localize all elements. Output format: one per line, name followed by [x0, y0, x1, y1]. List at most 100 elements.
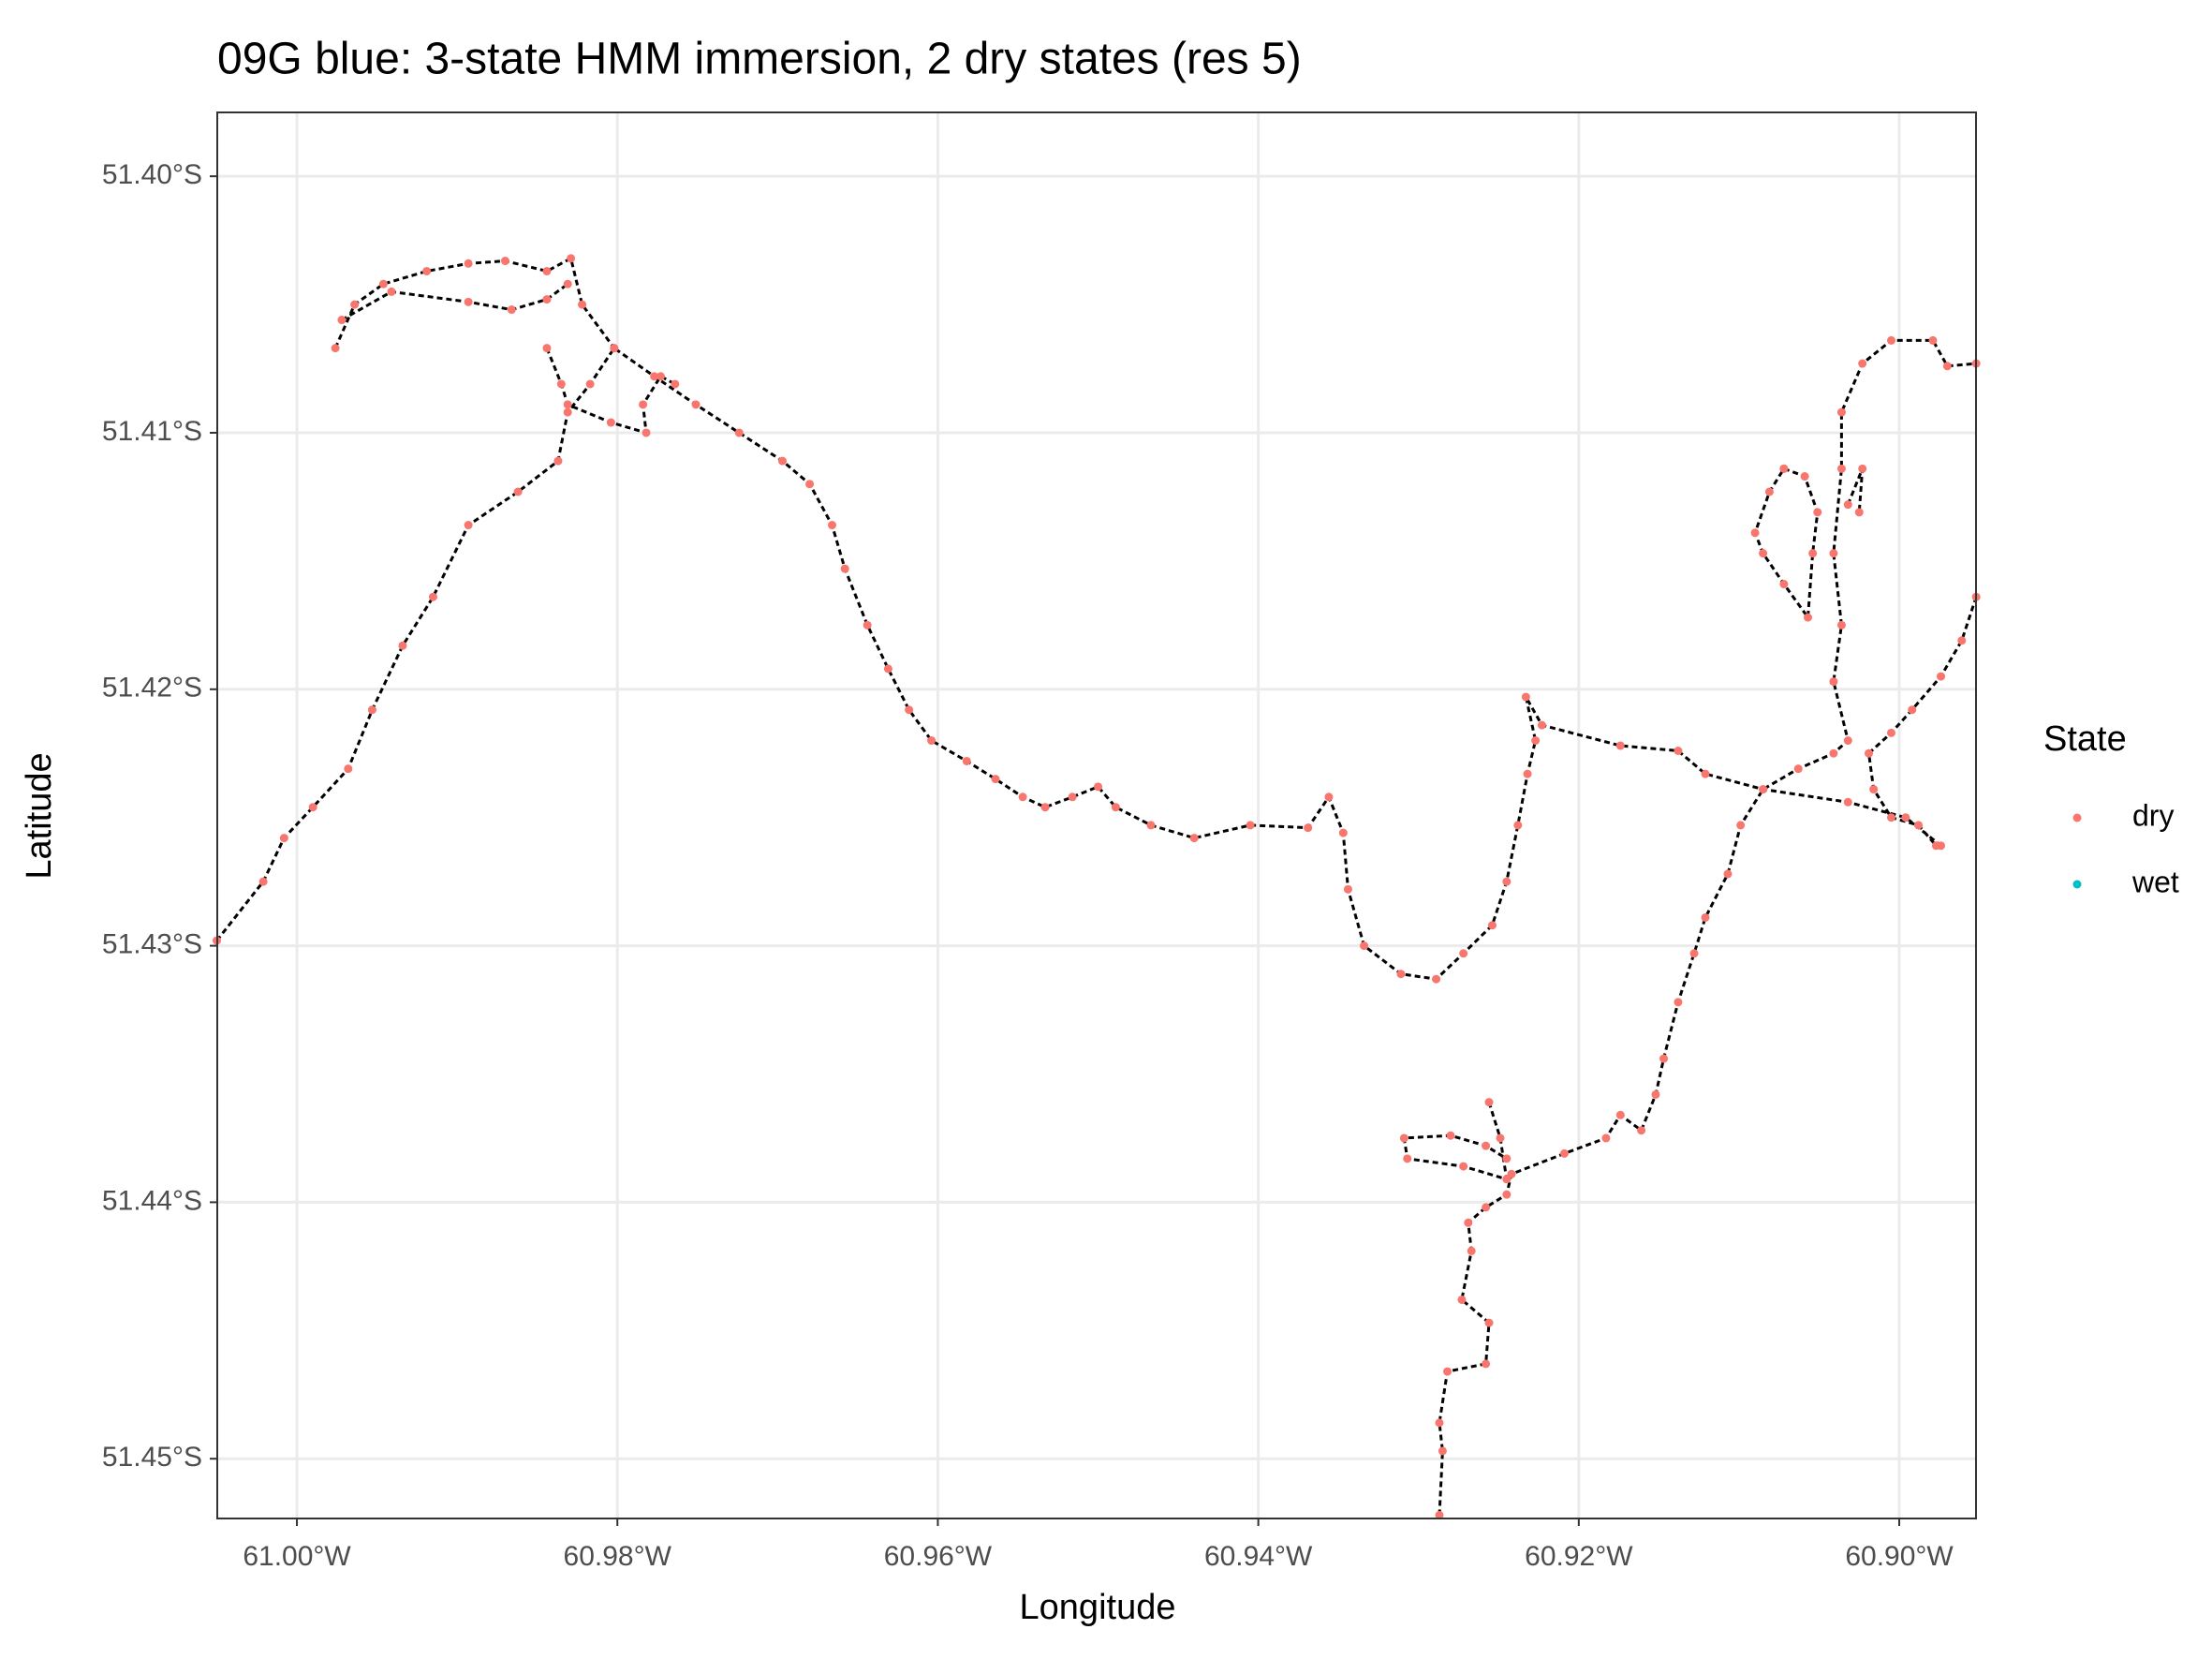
point — [650, 372, 659, 381]
legend-label: dry — [2132, 798, 2174, 832]
point — [1403, 1154, 1412, 1163]
point — [1360, 941, 1369, 951]
point — [927, 736, 936, 746]
point — [1689, 949, 1699, 958]
point — [1836, 407, 1846, 417]
point — [1843, 500, 1852, 510]
point — [464, 521, 473, 530]
point — [337, 316, 347, 325]
point — [1040, 803, 1050, 812]
point — [422, 266, 432, 275]
point — [1804, 613, 1813, 622]
point — [1886, 728, 1895, 737]
point — [1615, 741, 1625, 750]
point — [1343, 884, 1352, 894]
point — [1858, 464, 1867, 473]
point — [398, 641, 407, 650]
point — [464, 297, 473, 306]
point — [1432, 974, 1441, 984]
point — [1304, 823, 1313, 833]
point — [1435, 1418, 1444, 1428]
point — [367, 705, 376, 715]
y-tick-label: 51.41°S — [102, 416, 202, 447]
point — [350, 300, 360, 309]
point — [1189, 834, 1199, 843]
point — [1813, 508, 1822, 517]
point — [563, 400, 572, 409]
x-tick-label: 60.90°W — [1845, 1541, 1954, 1572]
point — [331, 344, 340, 353]
point — [1502, 1190, 1512, 1199]
point — [1701, 912, 1710, 922]
point — [1467, 1246, 1476, 1255]
point — [1484, 1098, 1494, 1107]
point — [1601, 1133, 1611, 1143]
legend: dry wet — [2072, 798, 2179, 898]
point — [1829, 748, 1838, 758]
x-tick-label: 60.94°W — [1204, 1541, 1313, 1572]
point — [578, 300, 587, 309]
point — [1764, 487, 1774, 496]
y-tick-label: 51.40°S — [102, 159, 202, 190]
point — [1701, 769, 1710, 778]
point — [1146, 821, 1156, 830]
point — [610, 344, 619, 353]
point — [1808, 549, 1818, 558]
point — [1537, 720, 1546, 730]
point — [1521, 692, 1530, 702]
point — [671, 379, 680, 389]
y-tick-label: 51.42°S — [102, 673, 202, 704]
point — [308, 803, 317, 812]
x-tick-label: 60.98°W — [564, 1541, 672, 1572]
axes: 61.00°W 60.98°W 60.96°W 60.94°W 60.92°W 60.90… — [102, 159, 1954, 1572]
point — [1457, 1295, 1467, 1304]
point — [1443, 1367, 1453, 1376]
point — [1513, 821, 1523, 830]
point — [1637, 1126, 1646, 1135]
point — [1487, 921, 1497, 930]
point — [1094, 782, 1103, 792]
point — [1496, 1133, 1505, 1143]
point — [542, 295, 552, 304]
point — [1246, 821, 1255, 830]
x-axis-title: Longitude — [1020, 1588, 1176, 1627]
point — [542, 266, 552, 275]
point — [777, 456, 787, 466]
point — [1858, 359, 1867, 368]
point — [734, 428, 744, 437]
point — [1446, 1131, 1455, 1140]
panel-border — [216, 111, 1977, 1519]
point — [464, 259, 473, 268]
point — [1018, 792, 1027, 802]
point — [863, 620, 872, 630]
point — [1886, 335, 1895, 345]
point — [656, 372, 665, 381]
point — [585, 379, 595, 389]
point — [1435, 1510, 1444, 1519]
point — [805, 480, 815, 489]
point — [1736, 821, 1746, 830]
point — [1800, 472, 1809, 481]
point — [1459, 949, 1468, 958]
point — [563, 279, 572, 289]
point — [1531, 736, 1541, 746]
point — [1559, 1148, 1569, 1158]
point — [1482, 1203, 1491, 1212]
point — [1836, 620, 1846, 630]
point — [1324, 792, 1334, 802]
point — [1438, 1446, 1447, 1456]
point — [1793, 764, 1803, 774]
point — [1908, 705, 1917, 715]
point — [1459, 1162, 1468, 1171]
point — [1723, 869, 1733, 879]
point — [1111, 803, 1120, 812]
point — [1759, 785, 1768, 794]
point — [1338, 828, 1348, 837]
point — [1779, 464, 1789, 473]
point — [1869, 785, 1879, 794]
point — [1829, 549, 1838, 558]
point — [500, 257, 509, 266]
point — [641, 428, 651, 437]
point — [1942, 362, 1952, 371]
